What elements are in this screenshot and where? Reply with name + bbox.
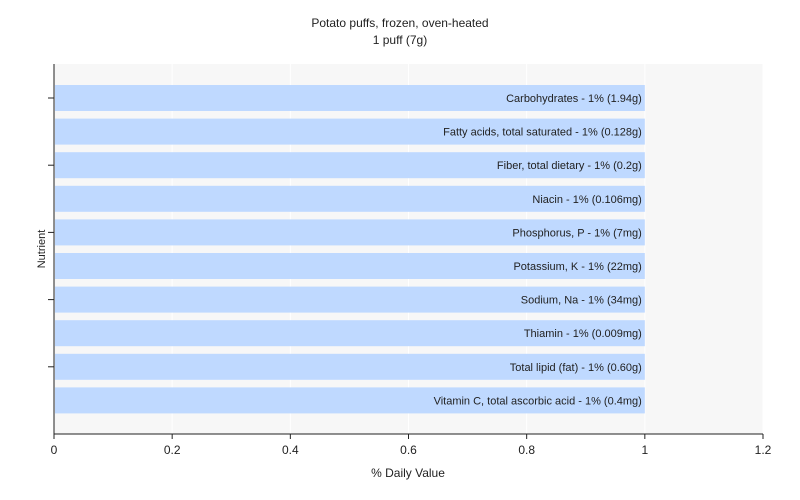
bar-label: Sodium, Na - 1% (34mg) — [521, 295, 642, 307]
bar-label: Potassium, K - 1% (22mg) — [513, 261, 641, 273]
chart-subtitle: 1 puff (7g) — [373, 33, 427, 47]
bar — [55, 286, 645, 313]
bar — [55, 118, 645, 145]
x-tick-label: 0.4 — [282, 443, 299, 457]
bar-labels-group: Carbohydrates - 1% (1.94g) Fatty acids, t… — [434, 93, 642, 407]
bars-group — [55, 85, 645, 414]
x-tick-label: 0.2 — [164, 443, 181, 457]
x-tick-label: 1.2 — [755, 443, 772, 457]
bar-label: Niacin - 1% (0.106mg) — [532, 194, 641, 206]
x-tick-label: 0 — [51, 443, 58, 457]
bar — [55, 253, 645, 279]
bar-label: Total lipid (fat) - 1% (0.60g) — [510, 362, 642, 374]
bar-label: Carbohydrates - 1% (1.94g) — [506, 93, 642, 105]
x-tick-label: 1 — [641, 443, 648, 457]
bar — [55, 85, 645, 111]
bar — [55, 353, 645, 380]
bar — [55, 152, 645, 179]
bar-label: Vitamin C, total ascorbic acid - 1% (0.4… — [434, 395, 642, 407]
x-tick-label: 0.8 — [518, 443, 535, 457]
x-tick-label: 0.6 — [400, 443, 417, 457]
x-axis-label: % Daily Value — [371, 466, 445, 480]
bar-label: Fiber, total dietary - 1% (0.2g) — [497, 160, 642, 172]
y-axis-ticks — [48, 97, 54, 368]
bar — [55, 387, 645, 414]
bar — [55, 320, 645, 347]
bar — [55, 185, 645, 212]
x-axis-ticks: 0 0.2 0.4 0.6 0.8 1 1.2 — [51, 434, 772, 457]
bar-label: Fatty acids, total saturated - 1% (0.128… — [443, 127, 642, 139]
bar-label: Phosphorus, P - 1% (7mg) — [512, 227, 641, 239]
y-axis-label: Nutrient — [36, 230, 48, 269]
bar — [55, 219, 645, 246]
bar-label: Thiamin - 1% (0.009mg) — [524, 328, 642, 340]
chart-title: Potato puffs, frozen, oven-heated — [311, 16, 488, 30]
